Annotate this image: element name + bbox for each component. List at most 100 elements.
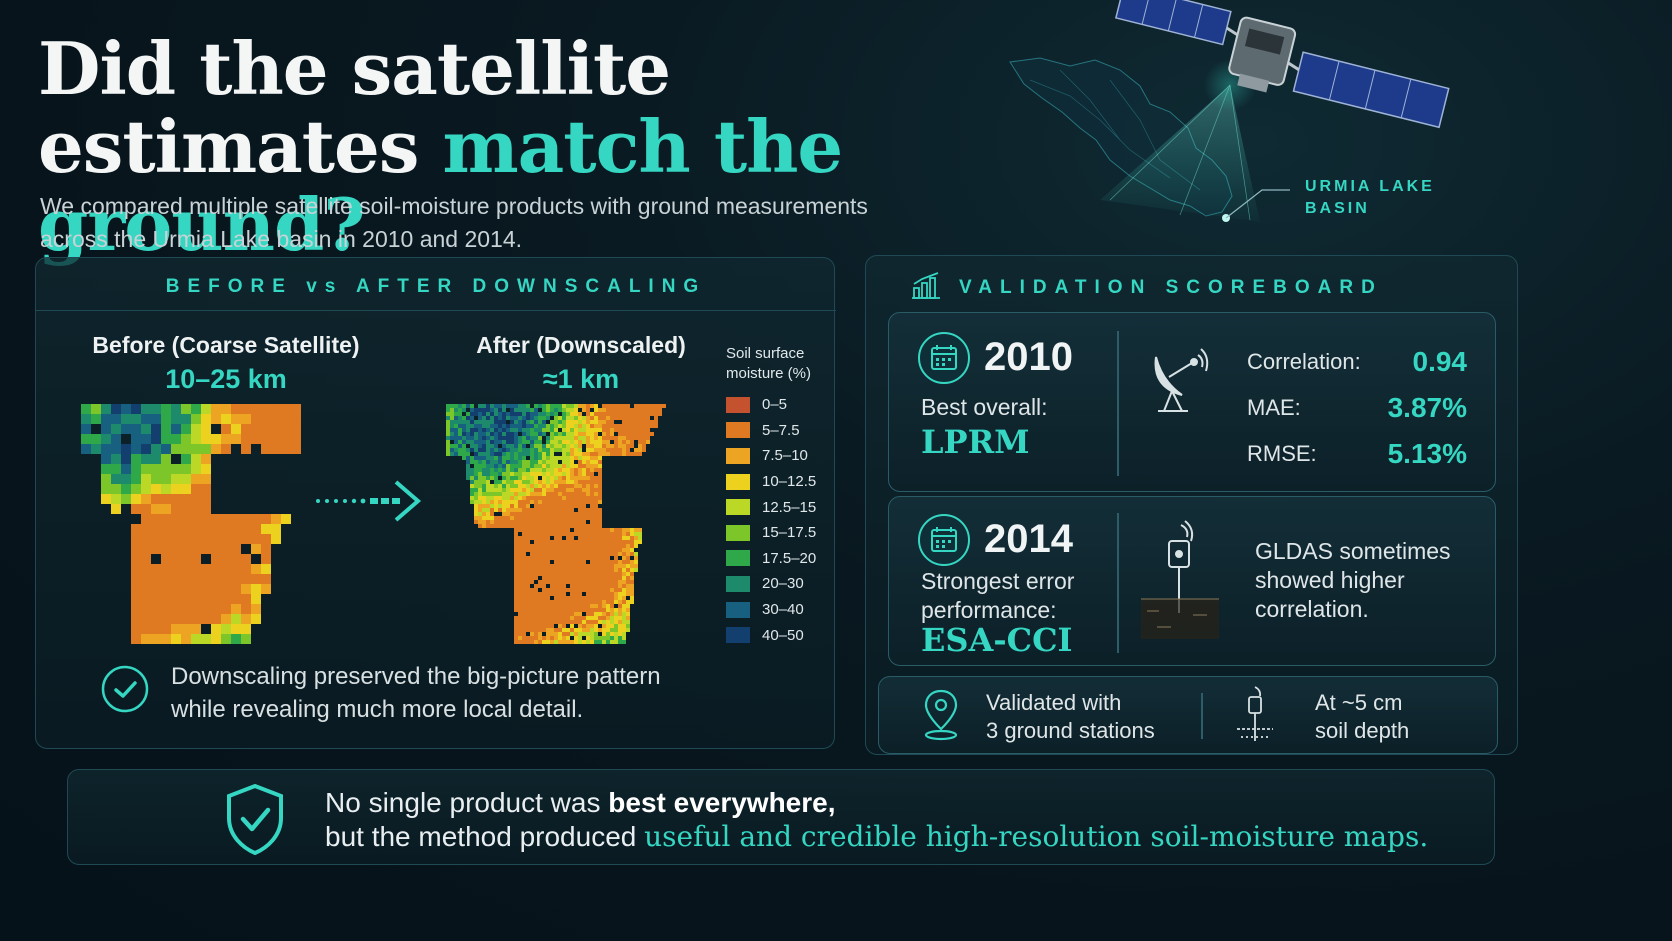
map-pixel (526, 572, 530, 576)
map-pixel (151, 574, 161, 584)
map-pixel (550, 636, 554, 640)
map-pixel (506, 492, 510, 496)
map-pixel (614, 416, 618, 420)
map-pixel (518, 560, 522, 564)
map-pixel (590, 632, 594, 636)
map-pixel (534, 620, 538, 624)
map-pixel (462, 424, 466, 428)
map-pixel (574, 492, 578, 496)
map-pixel (482, 428, 486, 432)
map-pixel (502, 496, 506, 500)
map-pixel (526, 472, 530, 476)
map-pixel (598, 452, 602, 456)
map-pixel (618, 568, 622, 572)
map-pixel (486, 436, 490, 440)
map-pixel (458, 444, 462, 448)
map-pixel (578, 472, 582, 476)
map-pixel (466, 420, 470, 424)
map-pixel (494, 508, 498, 512)
map-pixel (514, 432, 518, 436)
map-pixel (586, 596, 590, 600)
metric-mae-label: MAE: (1247, 395, 1301, 420)
map-pixel (602, 424, 606, 428)
map-pixel (498, 484, 502, 488)
map-pixel (482, 492, 486, 496)
map-pixel (562, 412, 566, 416)
map-pixel (530, 636, 534, 640)
map-pixel (610, 588, 614, 592)
map-pixel (586, 512, 590, 516)
map-pixel (251, 424, 261, 434)
map-pixel (538, 608, 542, 612)
map-pixel (614, 404, 618, 408)
map-pixel (582, 464, 586, 468)
map-pixel (602, 592, 606, 596)
map-pixel (558, 472, 562, 476)
map-pixel (586, 448, 590, 452)
map-pixel (526, 604, 530, 608)
map-pixel (494, 456, 498, 460)
map-pixel (522, 460, 526, 464)
map-pixel (542, 488, 546, 492)
map-pixel (161, 624, 171, 634)
map-pixel (586, 636, 590, 640)
map-pixel (586, 424, 590, 428)
map-pixel (498, 420, 502, 424)
map-pixel (446, 408, 450, 412)
map-pixel (494, 480, 498, 484)
map-pixel (582, 552, 586, 556)
map-pixel (558, 596, 562, 600)
map-pixel (474, 448, 478, 452)
map-pixel (474, 476, 478, 480)
map-pixel (554, 544, 558, 548)
map-pixel (506, 488, 510, 492)
map-pixel (582, 516, 586, 520)
map-pixel (534, 440, 538, 444)
map-pixel (446, 420, 450, 424)
map-pixel (614, 428, 618, 432)
map-pixel (474, 504, 478, 508)
map-pixel (570, 524, 574, 528)
map-pixel (602, 408, 606, 412)
map-pixel (530, 640, 534, 644)
map-pixel (638, 452, 642, 456)
map-pixel (642, 428, 646, 432)
map-pixel (534, 420, 538, 424)
map-pixel (530, 592, 534, 596)
map-pixel (542, 620, 546, 624)
map-pixel (191, 554, 201, 564)
map-pixel (570, 572, 574, 576)
map-pixel (490, 428, 494, 432)
map-pixel (466, 472, 470, 476)
map-pixel (546, 612, 550, 616)
map-pixel (534, 456, 538, 460)
map-pixel (598, 460, 602, 464)
map-pixel (606, 536, 610, 540)
map-pixel (251, 514, 261, 524)
map-pixel (478, 476, 482, 480)
map-pixel (650, 412, 654, 416)
map-pixel (151, 584, 161, 594)
map-pixel (542, 560, 546, 564)
map-pixel (534, 492, 538, 496)
map-pixel (538, 464, 542, 468)
map-pixel (518, 616, 522, 620)
map-pixel (626, 576, 630, 580)
map-pixel (602, 432, 606, 436)
map-pixel (201, 434, 211, 444)
map-pixel (590, 556, 594, 560)
map-pixel (191, 604, 201, 614)
map-pixel (590, 596, 594, 600)
map-pixel (538, 612, 542, 616)
map-pixel (542, 636, 546, 640)
map-pixel (261, 514, 271, 524)
map-pixel (482, 476, 486, 480)
map-pixel (646, 416, 650, 420)
map-pixel (590, 456, 594, 460)
map-pixel (570, 500, 574, 504)
map-pixel (562, 496, 566, 500)
map-pixel (518, 436, 522, 440)
map-pixel (221, 554, 231, 564)
map-pixel (550, 592, 554, 596)
map-pixel (486, 484, 490, 488)
